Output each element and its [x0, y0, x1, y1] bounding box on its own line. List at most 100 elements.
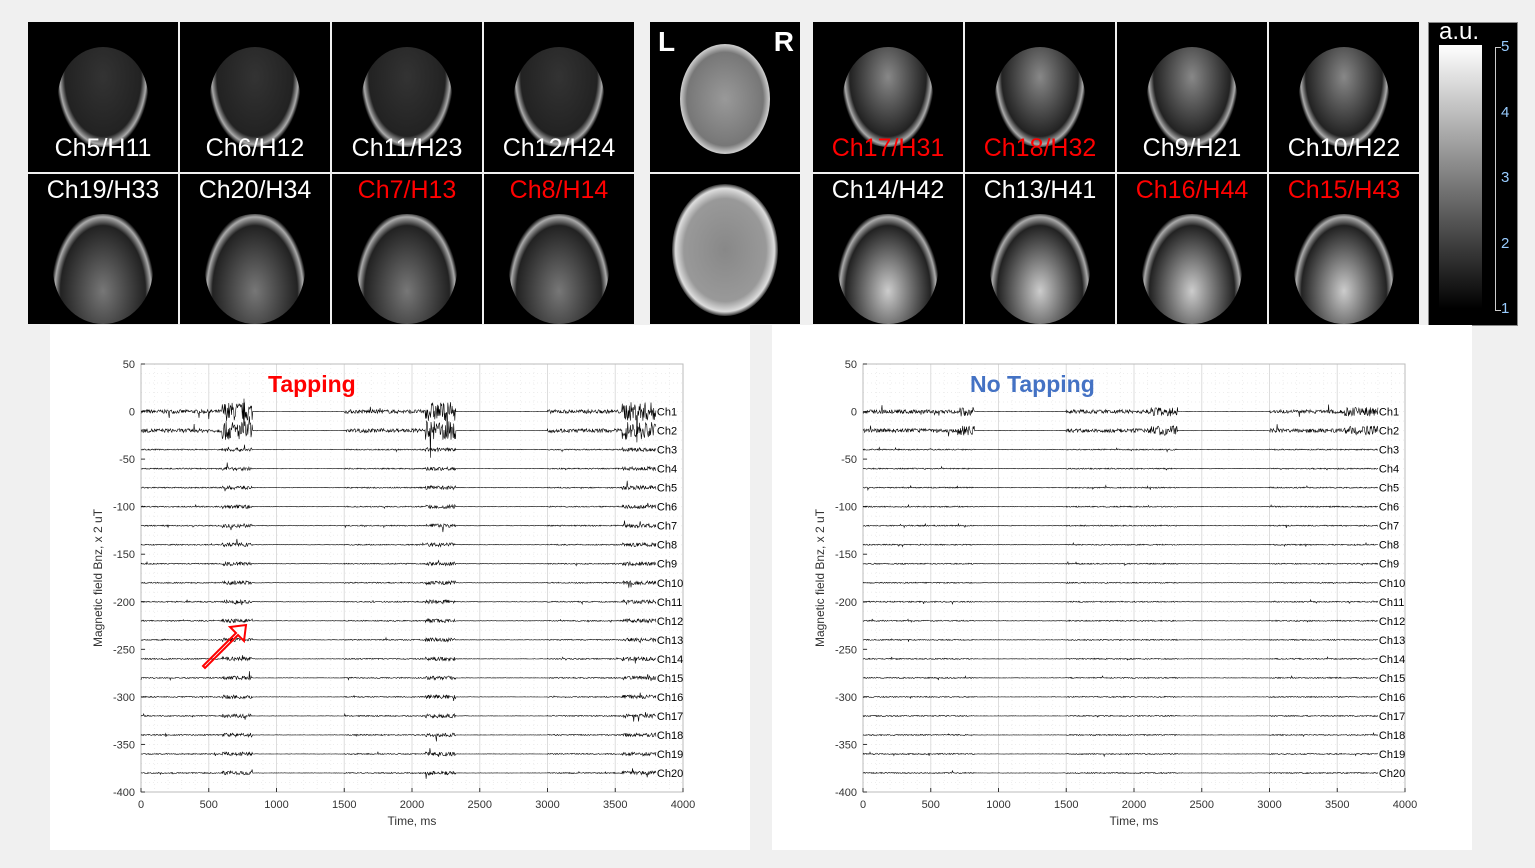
- channel-label: Ch12/H24: [502, 134, 616, 162]
- trace-ch9: [862, 561, 1379, 567]
- brain-slice-image: [995, 47, 1085, 147]
- channel-label: Ch6/H12: [205, 134, 305, 162]
- channel-label: Ch15/H43: [1287, 176, 1401, 204]
- channel-label: Ch8/H14: [509, 176, 609, 204]
- channel-label: Ch11: [657, 597, 682, 609]
- trace-ch7: [862, 522, 1379, 529]
- y-tick-label: 50: [845, 359, 857, 371]
- mri-tile: Ch16/H44: [1117, 174, 1267, 324]
- x-tick-label: 3500: [603, 799, 627, 811]
- channel-label: Ch7/H13: [357, 176, 457, 204]
- channel-label: Ch14/H42: [831, 176, 945, 204]
- y-tick-label: -400: [835, 787, 857, 799]
- brain-slice-image: [843, 47, 933, 147]
- channel-label: Ch16/H44: [1135, 176, 1249, 204]
- brain-slice-image: [58, 47, 148, 147]
- y-tick-label: -250: [835, 644, 857, 656]
- mri-tile: Ch19/H33: [28, 174, 178, 324]
- y-tick-label: 0: [129, 407, 135, 419]
- x-tick-label: 3000: [535, 799, 559, 811]
- channel-label: Ch9: [657, 559, 677, 571]
- colorbar-tick: 3: [1501, 169, 1510, 186]
- brain-slice-image: [838, 214, 938, 324]
- trace-ch13: [862, 638, 1378, 642]
- trace-ch2: [862, 424, 1379, 437]
- y-tick-label: 0: [851, 407, 857, 419]
- mri-tile: Ch10/H22: [1269, 22, 1419, 172]
- channel-label: Ch1: [657, 407, 677, 419]
- brain-slice-image: [1299, 47, 1389, 147]
- x-tick-label: 2500: [468, 799, 492, 811]
- x-tick-label: 500: [922, 799, 940, 811]
- mri-tile: Ch11/H23: [332, 22, 482, 172]
- channel-label: Ch11: [1379, 597, 1404, 609]
- trace-ch20: [862, 769, 1379, 775]
- channel-label: Ch4: [1379, 464, 1399, 476]
- channel-label: Ch18: [1379, 730, 1405, 742]
- channel-label: Ch13/H41: [983, 176, 1097, 204]
- x-axis-label: Time, ms: [388, 814, 437, 828]
- y-axis-label: Magnetic field Bnz, x 2 uT: [813, 508, 827, 647]
- x-tick-label: 0: [860, 799, 866, 811]
- brain-slice-image: [514, 47, 604, 147]
- channel-label: Ch11/H23: [351, 134, 463, 162]
- x-tick-label: 3000: [1257, 799, 1281, 811]
- channel-label: Ch12: [657, 616, 683, 628]
- tapping-plot-panel: 0 500 1000 1500 2000 2500 3000 3500 4000 50 0 -50 -1…: [50, 325, 750, 850]
- trace-ch17: [140, 711, 657, 722]
- channel-label: Ch10: [1379, 578, 1405, 590]
- colorbar-gradient: [1439, 45, 1482, 309]
- plot-title: Tapping: [268, 371, 356, 397]
- trace-ch3: [862, 446, 1378, 453]
- brain-slice-image: [53, 214, 153, 324]
- brain-slice-image: [205, 214, 305, 324]
- mri-tile: Ch20/H34: [180, 174, 330, 324]
- x-tick-label: 1000: [264, 799, 288, 811]
- channel-label: Ch17: [1379, 711, 1405, 723]
- channel-label: Ch17/H31: [831, 134, 945, 162]
- channel-label: Ch5: [1379, 483, 1399, 495]
- x-axis-label: Time, ms: [1110, 814, 1159, 828]
- trace-ch19: [140, 748, 657, 757]
- trace-ch7: [140, 520, 657, 533]
- x-tick-label: 2000: [400, 799, 424, 811]
- x-tick-label: 2500: [1190, 799, 1214, 811]
- y-tick-label: -350: [835, 739, 857, 751]
- channel-label: Ch6: [657, 502, 677, 514]
- reference-mri-top: L R: [650, 22, 800, 172]
- orientation-left: L: [658, 26, 676, 57]
- trace-ch12: [140, 617, 657, 624]
- channel-label: Ch17: [657, 711, 683, 723]
- channel-label: Ch9: [1379, 559, 1399, 571]
- trace-ch18: [862, 731, 1379, 737]
- brain-slice-image: [357, 214, 457, 324]
- channel-label: Ch18: [657, 730, 683, 742]
- colorbar: a.u. 5 4 3 2 1: [1428, 18, 1518, 326]
- trace-ch20: [140, 768, 657, 779]
- mri-tile: Ch6/H12: [180, 22, 330, 172]
- channel-label: Ch8: [1379, 540, 1399, 552]
- channel-label: Ch6: [1379, 502, 1399, 514]
- x-tick-label: 1500: [1054, 799, 1078, 811]
- trace-ch5: [863, 484, 1379, 492]
- x-tick-label: 4000: [1393, 799, 1417, 811]
- x-tick-label: 2000: [1122, 799, 1146, 811]
- trace-ch6: [862, 503, 1379, 508]
- y-tick-label: -50: [841, 454, 857, 466]
- y-tick-label: -200: [113, 597, 135, 609]
- brain-slice-image: [210, 47, 300, 147]
- channel-label: Ch20/H34: [198, 176, 312, 204]
- trace-ch8: [862, 541, 1378, 548]
- brain-slice-image: [362, 47, 452, 147]
- channel-label: Ch4: [657, 464, 677, 476]
- channel-label: Ch1: [1379, 407, 1399, 419]
- trace-ch12: [862, 618, 1379, 623]
- trace-ch11: [140, 598, 657, 606]
- trace-ch8: [140, 538, 657, 548]
- brain-slice-image: [509, 214, 609, 324]
- y-tick-label: -350: [113, 739, 135, 751]
- brain-slice-image: [1294, 214, 1394, 324]
- trace-ch14: [140, 655, 656, 664]
- channel-label: Ch13: [657, 635, 683, 647]
- x-tick-label: 500: [200, 799, 218, 811]
